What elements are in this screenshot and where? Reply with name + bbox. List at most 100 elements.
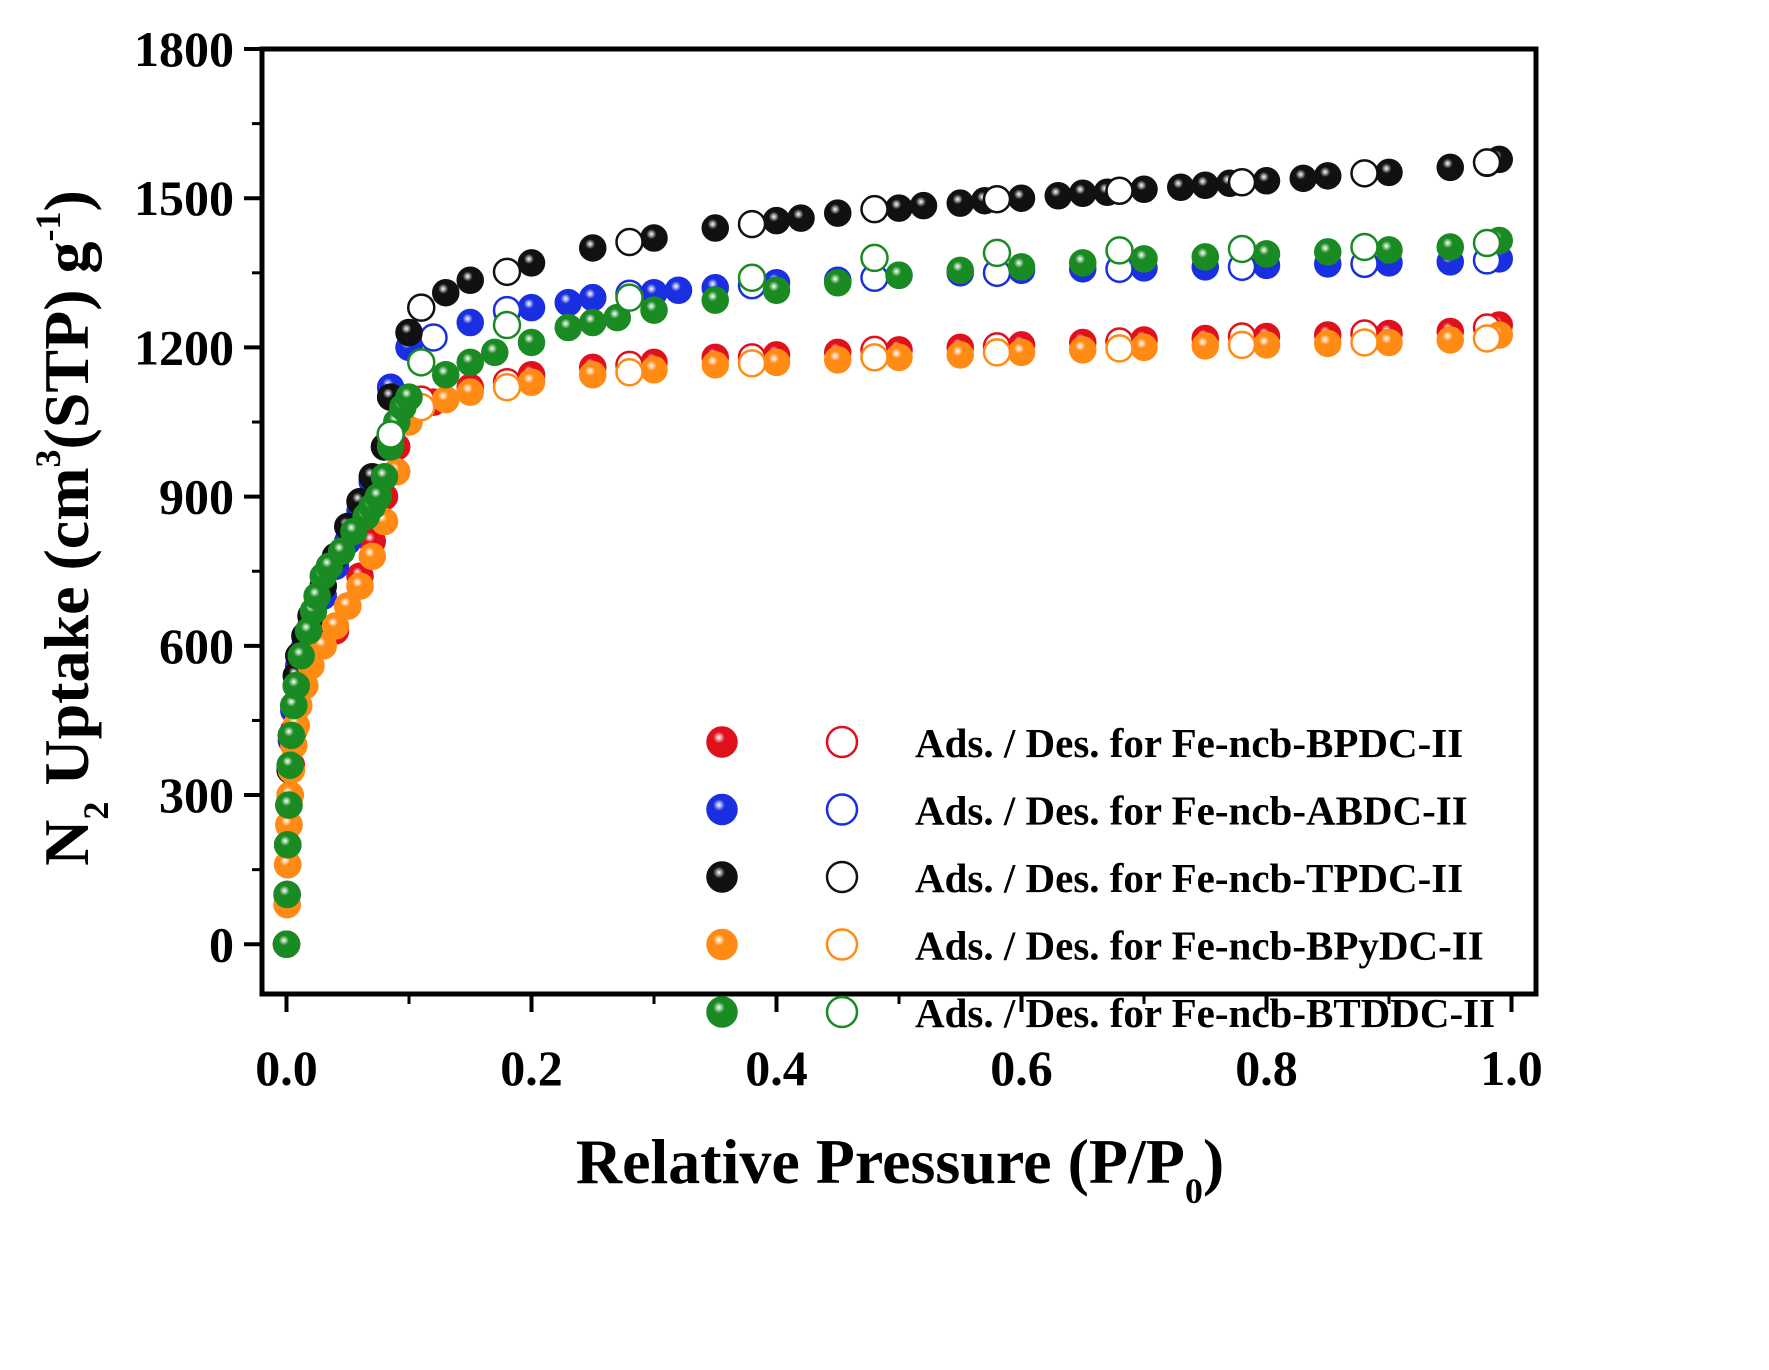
ads-point [640,224,668,252]
ads-point [1191,243,1219,271]
ads-point [1252,240,1281,268]
des-point [615,283,644,312]
ads-point [334,592,362,620]
ticks-layer [244,47,1514,1012]
y-tick-label: 300 [159,767,234,823]
ads-point [579,283,607,312]
des-point [1227,330,1257,360]
plot-frame [259,46,1539,997]
ads-point [946,256,974,285]
legend-des-marker [825,860,859,894]
ads-point [1069,179,1097,207]
ads-point [946,189,974,217]
ads-point [554,313,582,342]
legend-entry: Ads. / Des. for Fe-ncb-BTDDC-II [706,990,1495,1036]
des-point [407,293,436,322]
legend: Ads. / Des. for Fe-ncb-BPDC-II Ads. / Des… [706,720,1495,1036]
ads-point [358,542,386,571]
ads-point [1069,336,1097,364]
ads-point [885,343,913,372]
des-point [860,243,889,273]
ads-point [282,671,311,700]
ads-point [1375,236,1403,264]
ads-point [432,278,460,307]
legend-label: Ads. / Des. for Fe-ncb-BPDC-II [915,720,1463,766]
x-tick-label: 0.2 [500,1040,563,1096]
ads-point [481,338,509,367]
y-tick-label: 900 [159,469,234,525]
ads-point [273,831,302,859]
legend-entry: Ads. / Des. for Fe-ncb-TPDC-II [706,855,1463,901]
ads-point [1007,184,1036,212]
ads-point [1252,331,1281,359]
ads-point [456,348,484,377]
ads-point [1167,173,1195,202]
des-point [737,349,767,378]
legend-ads-marker [706,726,738,758]
des-point [1105,176,1134,205]
y-tick-label: 1200 [134,319,234,375]
ads-point [1436,233,1464,261]
ads-point [787,204,815,232]
ads-point [321,612,350,640]
des-point [1227,234,1257,264]
legend-entry: Ads. / Des. for Fe-ncb-ABDC-II [706,788,1468,834]
ads-point [273,880,301,909]
des-point [1472,228,1502,258]
des-point [982,184,1012,214]
legend-des-marker [825,928,859,961]
ads-point [1130,333,1158,362]
x-tick-label: 1.0 [1480,1040,1543,1096]
ads-point [1007,338,1036,367]
x-tick-label: 0.8 [1235,1040,1298,1096]
des-point [376,420,405,449]
ads-point [456,378,484,406]
ads-point [1069,249,1097,277]
y-tick-label: 600 [159,618,234,674]
ads-point [946,341,974,369]
des-point [1472,324,1502,353]
des-point [615,358,644,387]
ads-point [517,328,546,357]
des-point [419,323,448,352]
ads-point [909,191,938,220]
ads-point [701,214,729,242]
y-axis-title: N2 Uptake (cm3(STP) g-1) [28,190,116,866]
ads-point [1375,158,1403,187]
legend-ads-marker [706,793,738,826]
des-point [1350,328,1379,357]
ads-point [1436,326,1464,354]
ads-point [517,249,546,277]
ads-point [1007,253,1036,281]
series-fe-ncb-btddc-ii [272,226,1513,959]
ads-point [824,269,852,297]
ads-point [432,385,460,414]
ads-point [456,266,484,295]
des-point [737,263,767,293]
legend-label: Ads. / Des. for Fe-ncb-ABDC-II [915,788,1468,834]
ads-point [327,537,356,566]
des-point [860,343,889,372]
des-point [982,238,1012,268]
y-tick-label: 0 [209,916,234,972]
ads-point [554,288,582,317]
ads-point [456,308,484,337]
ads-point [640,296,668,324]
marks-layer [272,145,1513,959]
ads-point [432,361,460,389]
ads-point [640,356,668,384]
des-point [737,209,767,239]
des-point [1105,236,1134,265]
tick-labels-layer: 0.0 0.2 0.4 0.6 0.8 1.0 0 300 600 900 1200 1500 1800 [134,21,1543,1096]
ads-point [701,351,729,379]
legend-label: Ads. / Des. for Fe-ncb-BTDDC-II [915,990,1495,1036]
legend-ads-marker [706,861,738,893]
des-point [492,257,522,287]
ads-point [1130,175,1158,204]
ads-point [395,318,423,347]
x-axis-title: Relative Pressure (P/P0) [576,1126,1224,1211]
des-point [982,338,1012,367]
des-point [1350,232,1379,262]
des-point [615,227,644,257]
